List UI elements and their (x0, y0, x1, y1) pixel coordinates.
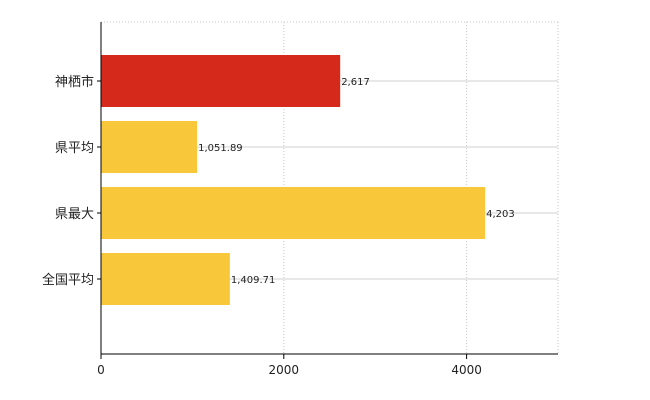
bar (101, 253, 230, 305)
x-tick-label: 4000 (451, 363, 482, 377)
bar (101, 187, 486, 239)
data-label: 2,617 (341, 77, 370, 88)
data-label: 1,051.89 (198, 143, 243, 154)
bar (101, 121, 198, 173)
x-tick-label: 2000 (269, 363, 300, 377)
category-label: 県平均 (55, 141, 94, 156)
data-labels: 2,617 1,051.89 4,203 1,409.71 (198, 77, 515, 286)
category-label: 県最大 (55, 207, 94, 222)
category-label: 神栖市 (55, 74, 94, 90)
bar (101, 55, 341, 107)
bars (101, 55, 486, 305)
data-label: 4,203 (486, 209, 515, 220)
axes (100, 22, 558, 355)
data-label: 1,409.71 (231, 275, 276, 286)
category-label: 全国平均 (42, 272, 94, 288)
x-ticks: 0 2000 4000 (97, 354, 482, 377)
x-tick-label: 0 (97, 363, 105, 377)
